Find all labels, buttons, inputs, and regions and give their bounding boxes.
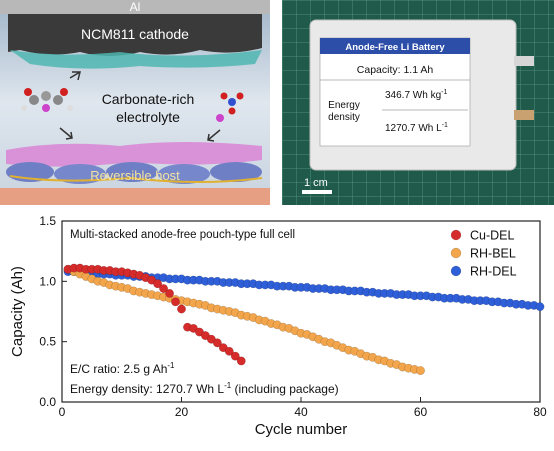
positive-tab xyxy=(514,56,534,66)
ec-ratio-exponent: -1 xyxy=(167,361,175,370)
nitrate-molecule-icon xyxy=(216,92,244,122)
cathode-layer xyxy=(8,14,262,56)
energy-density-text: Energy density: 1270.7 Wh L xyxy=(70,382,224,396)
arrow-up-left-icon xyxy=(69,71,81,81)
chart-title: Multi-stacked anode-free pouch-type full… xyxy=(70,229,295,241)
battery-title: Anode-Free Li Battery xyxy=(345,42,445,53)
svg-text:346.7 Wh kg-1: 346.7 Wh kg-1 xyxy=(385,89,447,101)
legend-marker-rh-del xyxy=(450,265,462,277)
al-collector xyxy=(0,0,270,14)
anode-free-cell-schematic: Al NCM811 cathode Carbonate-rich electro… xyxy=(0,0,270,205)
data-point-cu-del xyxy=(224,346,234,356)
data-point-cu-del xyxy=(236,356,246,366)
energy-density-exponent: -1 xyxy=(224,381,232,390)
al-label: Al xyxy=(130,0,141,14)
capacity-text: Capacity: 1.1 Ah xyxy=(357,64,434,76)
energy-volumetric-value: 1270.7 Wh L xyxy=(385,123,442,134)
y-tick-label: 0.5 xyxy=(39,335,56,349)
legend-label-rh-del: RH-DEL xyxy=(470,265,517,279)
x-tick-label: 80 xyxy=(533,405,547,419)
x-tick-label: 20 xyxy=(175,405,189,419)
y-tick-label: 0.0 xyxy=(39,395,56,409)
cathode-interphase xyxy=(10,50,262,69)
host-label: Reversible host xyxy=(90,168,180,183)
solvent-molecule-icon xyxy=(21,88,73,112)
battery-label xyxy=(319,37,471,147)
pouch-cell-photo: Anode-Free Li Battery Capacity: 1.1 Ah E… xyxy=(282,0,554,205)
scale-bar xyxy=(302,190,332,194)
energy-density-label-1: Energy xyxy=(328,100,360,111)
cu-collector xyxy=(0,188,270,205)
cathode-label: NCM811 cathode xyxy=(81,26,189,42)
capacity-cycling-chart: 0 20 40 60 80 0.0 0.5 1.0 1.5 Multi-stacked anod… xyxy=(9,214,547,438)
negative-tab xyxy=(514,110,534,120)
data-point-cu-del xyxy=(159,284,169,294)
legend-marker-cu-del xyxy=(450,229,462,241)
x-tick-label: 0 xyxy=(59,405,66,419)
legend-label-rh-bel: RH-BEL xyxy=(470,247,516,261)
energy-density-annotation: Energy density: 1270.7 Wh L-1 (including… xyxy=(70,381,339,396)
data-point-cu-del xyxy=(212,338,222,348)
energy-gravimetric-value: 346.7 Wh kg xyxy=(385,90,441,101)
reversible-host-layer xyxy=(6,162,263,184)
arrow-down-left-icon xyxy=(59,127,73,140)
electrolyte-label-line2: electrolyte xyxy=(116,109,180,125)
battery-label-header xyxy=(320,38,470,54)
data-point-rh-bel xyxy=(416,366,425,376)
x-axis-label: Cycle number xyxy=(255,421,348,438)
data-point-cu-del xyxy=(177,304,186,314)
electrolyte-label-line1: Carbonate-rich xyxy=(102,91,195,107)
arrow-down-right-icon xyxy=(207,129,221,142)
y-tick-label: 1.5 xyxy=(39,214,56,228)
y-axis-label: Capacity (Ah) xyxy=(9,266,26,357)
svg-text:1270.7 Wh L-1: 1270.7 Wh L-1 xyxy=(385,122,448,134)
data-point-cu-del xyxy=(230,351,240,361)
data-point-cu-del xyxy=(153,279,163,289)
data-point-cu-del xyxy=(165,288,175,298)
data-points xyxy=(63,263,545,376)
energy-volumetric-exponent: -1 xyxy=(442,122,448,129)
sei-layer xyxy=(6,142,262,167)
x-tick-label: 40 xyxy=(294,405,308,419)
legend-marker-rh-bel xyxy=(450,247,462,259)
x-tick-label: 60 xyxy=(414,405,428,419)
energy-density-suffix: (including package) xyxy=(231,382,338,396)
legend-label-cu-del: Cu-DEL xyxy=(470,229,515,243)
y-tick-label: 1.0 xyxy=(39,274,56,288)
data-point-rh-del xyxy=(535,302,545,312)
scale-bar-label: 1 cm xyxy=(304,177,328,189)
ec-ratio-text: E/C ratio: 2.5 g Ah xyxy=(70,362,167,376)
energy-density-label-2: density xyxy=(328,112,360,123)
energy-gravimetric-exponent: -1 xyxy=(441,89,447,96)
data-point-cu-del xyxy=(171,297,180,307)
chart-legend: Cu-DEL RH-BEL RH-DEL xyxy=(450,229,517,279)
ec-ratio-annotation: E/C ratio: 2.5 g Ah-1 xyxy=(70,361,175,376)
